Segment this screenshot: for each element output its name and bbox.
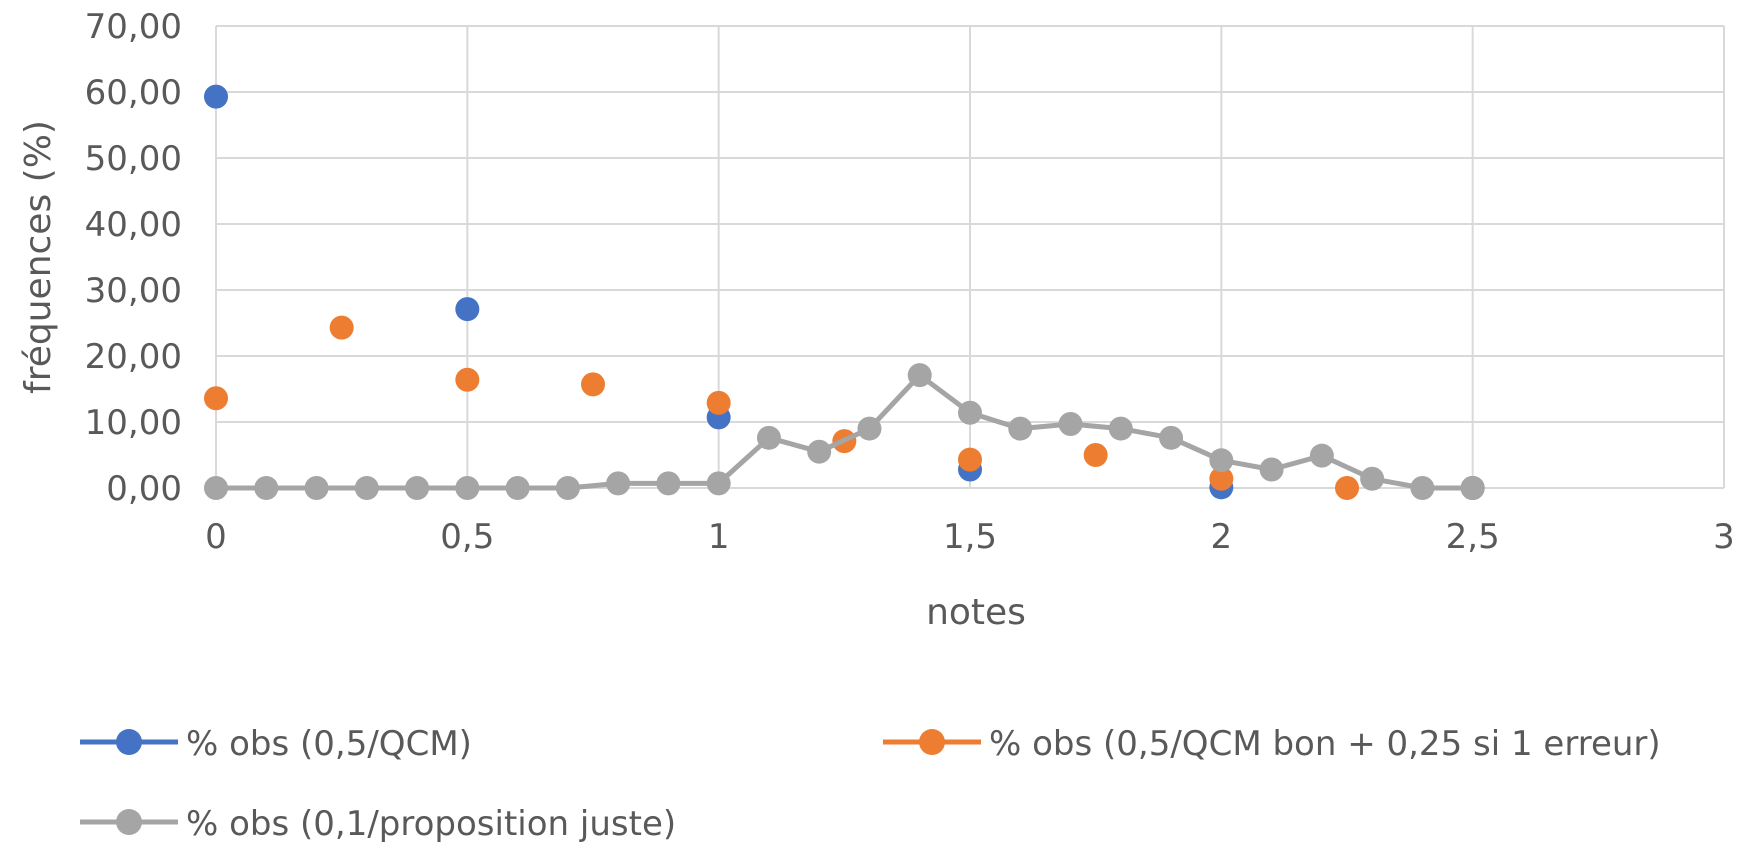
data-point — [606, 471, 631, 496]
series-1 — [204, 315, 1485, 500]
data-point — [204, 84, 228, 109]
legend-label-1: % obs (0,5/QCM bon + 0,25 si 1 erreur) — [989, 724, 1661, 764]
data-point — [958, 447, 982, 472]
data-point — [1335, 476, 1359, 500]
data-point — [907, 363, 932, 388]
data-point — [204, 476, 228, 500]
data-point — [1159, 425, 1184, 450]
data-point — [706, 390, 731, 415]
data-point — [1410, 476, 1435, 500]
gridlines — [215, 25, 1725, 489]
y-tick-label: 30,00 — [85, 271, 182, 311]
y-axis-ticks: 0,00 10,00 20,00 30,00 40,00 50,00 60,00 70,00 — [85, 7, 182, 509]
data-point — [304, 476, 329, 500]
x-axis-ticks: 0 0,5 1 1,5 2 2,5 3 — [205, 517, 1735, 557]
legend-swatch-marker-0 — [116, 729, 142, 755]
legend-label-0: % obs (0,5/QCM) — [186, 724, 472, 764]
x-tick-label: 2,5 — [1446, 517, 1500, 557]
y-tick-label: 50,00 — [85, 139, 182, 179]
data-point — [656, 471, 681, 496]
data-point — [329, 315, 354, 340]
data-point — [505, 476, 530, 500]
data-point — [1058, 411, 1083, 436]
series-2 — [204, 363, 1485, 500]
y-tick-label: 60,00 — [85, 73, 182, 113]
y-tick-label: 10,00 — [85, 403, 182, 443]
data-point — [1460, 476, 1485, 500]
plot-area — [204, 84, 1485, 500]
data-point — [1259, 457, 1284, 482]
data-point — [455, 476, 480, 500]
data-point — [204, 386, 228, 411]
data-point — [756, 425, 781, 450]
data-point — [857, 416, 882, 441]
x-tick-label: 1,5 — [943, 517, 997, 557]
x-tick-label: 0,5 — [440, 517, 494, 557]
legend-item-0: % obs (0,5/QCM) — [80, 724, 472, 764]
data-point — [807, 439, 832, 464]
data-point — [1083, 443, 1108, 467]
data-point — [555, 476, 580, 500]
data-point — [1008, 416, 1033, 441]
legend-swatch-marker-1 — [919, 729, 945, 755]
legend-item-1: % obs (0,5/QCM bon + 0,25 si 1 erreur) — [883, 724, 1661, 764]
y-tick-label: 70,00 — [85, 7, 182, 47]
x-tick-label: 3 — [1713, 517, 1735, 557]
x-axis-title: notes — [926, 592, 1026, 633]
data-point — [581, 372, 605, 397]
data-point — [1360, 466, 1385, 491]
data-point — [254, 476, 279, 500]
data-point — [405, 476, 430, 500]
x-tick-label: 2 — [1211, 517, 1233, 557]
data-point — [354, 476, 379, 500]
data-point — [1209, 448, 1234, 473]
data-point — [1108, 416, 1133, 441]
y-axis-title: fréquences (%) — [18, 120, 59, 394]
x-tick-label: 0 — [205, 517, 227, 557]
y-tick-label: 40,00 — [85, 205, 182, 245]
y-tick-label: 0,00 — [106, 469, 182, 509]
data-point — [1209, 466, 1234, 491]
data-point — [455, 367, 480, 392]
data-point — [706, 471, 731, 496]
legend-item-2: % obs (0,1/proposition juste) — [80, 804, 676, 844]
x-tick-label: 1 — [708, 517, 730, 557]
y-tick-label: 20,00 — [85, 337, 182, 377]
legend-label-2: % obs (0,1/proposition juste) — [186, 804, 676, 844]
data-point — [958, 400, 982, 425]
legend: % obs (0,5/QCM) % obs (0,5/QCM bon + 0,2… — [80, 724, 1661, 844]
data-point — [1309, 443, 1334, 468]
data-point — [455, 297, 480, 322]
legend-swatch-marker-2 — [116, 809, 142, 835]
